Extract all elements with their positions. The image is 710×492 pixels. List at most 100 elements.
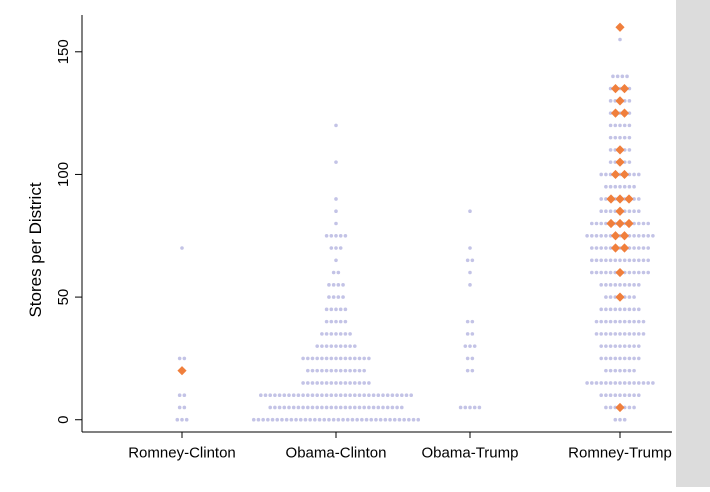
- district-dot: [646, 233, 650, 238]
- district-dot: [470, 319, 475, 324]
- district-dot: [599, 270, 603, 275]
- district-dot: [343, 405, 348, 410]
- highlighted-diamond: [624, 194, 634, 204]
- district-dot: [618, 393, 622, 398]
- district-dot: [615, 74, 620, 79]
- district-dot: [641, 319, 646, 324]
- district-dot: [182, 356, 187, 361]
- district-dot: [641, 270, 646, 275]
- district-dot: [627, 148, 632, 152]
- district-dot: [646, 221, 650, 226]
- district-dot: [177, 356, 182, 361]
- data-points: [175, 22, 655, 422]
- district-dot: [465, 356, 470, 361]
- district-dot: [259, 393, 263, 398]
- district-dot: [270, 417, 275, 422]
- highlighted-diamond: [610, 231, 621, 241]
- district-dot: [360, 417, 364, 422]
- district-dot: [627, 184, 632, 189]
- district-dot: [594, 221, 599, 226]
- district-dot: [618, 381, 622, 385]
- district-dot: [613, 258, 618, 263]
- district-dot: [470, 368, 475, 373]
- district-dot: [613, 417, 618, 422]
- district-dot: [622, 283, 627, 287]
- district-dot: [590, 233, 594, 238]
- district-dot: [627, 332, 632, 336]
- district-dot: [273, 393, 277, 398]
- district-dot: [306, 368, 310, 373]
- district-dot: [338, 344, 343, 348]
- district-dot: [338, 246, 343, 250]
- district-dot: [611, 74, 615, 79]
- district-dot: [301, 393, 305, 398]
- district-dot: [329, 405, 334, 410]
- district-dot: [350, 417, 355, 422]
- district-dot: [627, 270, 632, 275]
- district-dot: [175, 417, 180, 422]
- district-dot: [367, 393, 371, 398]
- district-dot: [341, 295, 345, 299]
- district-dot: [622, 123, 627, 128]
- district-dot: [320, 344, 324, 348]
- district-dot: [268, 393, 273, 398]
- district-dot: [627, 344, 632, 348]
- district-dot: [608, 356, 613, 361]
- district-dot: [622, 258, 627, 263]
- district-dot: [357, 356, 362, 361]
- district-dot: [177, 393, 182, 398]
- district-dot: [310, 393, 315, 398]
- district-dot: [608, 332, 613, 336]
- district-dot: [280, 417, 284, 422]
- highlighted-diamond: [610, 108, 621, 118]
- district-dot: [613, 405, 618, 410]
- district-dot: [604, 283, 608, 287]
- district-dot: [334, 160, 338, 164]
- district-dot: [604, 405, 608, 410]
- district-dot: [411, 417, 416, 422]
- district-dot: [177, 405, 182, 410]
- district-dot: [329, 381, 334, 385]
- district-dot: [306, 381, 310, 385]
- district-dot: [343, 393, 348, 398]
- district-dot: [348, 381, 352, 385]
- y-tick-label: 50: [55, 289, 72, 306]
- district-dot: [338, 332, 343, 336]
- district-dot: [329, 368, 334, 373]
- district-dot: [608, 86, 613, 91]
- district-dot: [632, 393, 636, 398]
- district-dot: [599, 344, 603, 348]
- district-dot: [313, 417, 317, 422]
- district-dot: [362, 393, 367, 398]
- district-dot: [357, 368, 362, 373]
- district-dot: [282, 393, 287, 398]
- district-dot: [604, 332, 608, 336]
- district-dot: [608, 246, 613, 250]
- district-dot: [594, 332, 599, 336]
- district-dot: [266, 417, 270, 422]
- district-dot: [338, 356, 343, 361]
- highlighted-diamond: [615, 267, 625, 278]
- district-dot: [627, 99, 632, 103]
- district-dot: [608, 381, 613, 385]
- district-dot: [306, 356, 310, 361]
- district-dot: [353, 393, 357, 398]
- district-dot: [289, 417, 294, 422]
- district-dot: [357, 393, 362, 398]
- district-dot: [353, 368, 357, 373]
- district-dot: [334, 246, 338, 250]
- district-dot: [334, 368, 338, 373]
- district-dot: [291, 405, 296, 410]
- district-dot: [627, 295, 632, 299]
- district-dot: [282, 405, 287, 410]
- district-dot: [632, 381, 636, 385]
- district-dot: [306, 405, 310, 410]
- district-dot: [324, 356, 329, 361]
- district-dot: [604, 319, 608, 324]
- district-dot: [627, 319, 632, 324]
- district-dot: [324, 381, 329, 385]
- highlighted-diamond: [615, 157, 625, 167]
- district-dot: [618, 307, 622, 312]
- district-dot: [637, 283, 641, 287]
